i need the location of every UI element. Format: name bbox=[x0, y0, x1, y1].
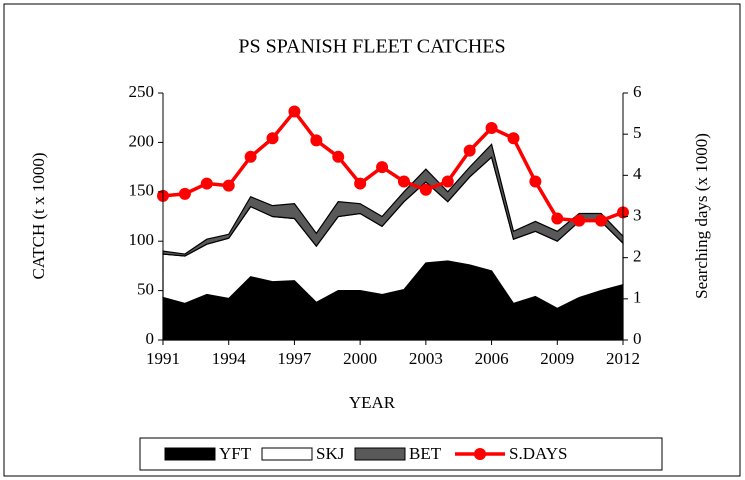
x-tick-label: 2000 bbox=[343, 349, 377, 368]
x-tick-label: 2009 bbox=[540, 349, 574, 368]
y-axis-title: CATCH (t x 1000) bbox=[29, 152, 48, 279]
y2-tick-label: 5 bbox=[633, 123, 642, 142]
line-marker bbox=[441, 175, 454, 188]
line-marker bbox=[595, 214, 608, 227]
x-tick-label: 1991 bbox=[146, 349, 180, 368]
y2-tick-label: 1 bbox=[633, 288, 642, 307]
line-marker bbox=[463, 144, 476, 157]
x-tick-label: 1994 bbox=[212, 349, 247, 368]
line-marker bbox=[529, 175, 542, 188]
chart-title: PS SPANISH FLEET CATCHES bbox=[238, 36, 505, 58]
line-marker bbox=[244, 150, 257, 163]
x-tick-label: 2006 bbox=[475, 349, 509, 368]
legend-label: YFT bbox=[219, 444, 252, 463]
y-tick-label: 250 bbox=[129, 82, 155, 101]
line-marker bbox=[419, 183, 432, 196]
y-tick-label: 200 bbox=[129, 131, 155, 150]
line-marker bbox=[507, 132, 520, 145]
y2-axis-title: Searching days (x 1000) bbox=[692, 133, 711, 299]
line-marker bbox=[551, 212, 564, 225]
y-tick-label: 100 bbox=[129, 230, 155, 249]
y-tick-label: 0 bbox=[146, 329, 155, 348]
y2-tick-label: 6 bbox=[633, 82, 642, 101]
line-marker bbox=[332, 150, 345, 163]
legend-swatch bbox=[261, 447, 313, 461]
y2-tick-label: 0 bbox=[633, 329, 642, 348]
y2-tick-label: 4 bbox=[633, 164, 642, 183]
legend-swatch bbox=[164, 447, 216, 461]
y-tick-label: 150 bbox=[129, 181, 155, 200]
line-marker bbox=[288, 105, 301, 118]
y2-tick-label: 3 bbox=[633, 205, 642, 224]
legend-marker bbox=[474, 448, 486, 460]
line-marker bbox=[222, 179, 235, 192]
line-marker bbox=[310, 134, 323, 147]
line-marker bbox=[200, 177, 213, 190]
x-tick-label: 1997 bbox=[277, 349, 312, 368]
x-tick-label: 2003 bbox=[409, 349, 443, 368]
line-marker bbox=[266, 132, 279, 145]
y2-tick-label: 2 bbox=[633, 247, 642, 266]
legend-label: SKJ bbox=[316, 444, 345, 463]
line-series bbox=[162, 108, 624, 223]
line-marker bbox=[376, 161, 389, 174]
line-marker bbox=[397, 175, 410, 188]
legend-swatch bbox=[354, 447, 406, 461]
x-axis-title: YEAR bbox=[349, 393, 396, 412]
line-marker bbox=[178, 187, 191, 200]
legend-label: S.DAYS bbox=[509, 444, 567, 463]
line-marker bbox=[573, 214, 586, 227]
line-marker bbox=[354, 177, 367, 190]
legend-label: BET bbox=[409, 444, 442, 463]
y-tick-label: 50 bbox=[137, 280, 154, 299]
line-marker bbox=[485, 121, 498, 134]
x-tick-label: 2012 bbox=[606, 349, 640, 368]
